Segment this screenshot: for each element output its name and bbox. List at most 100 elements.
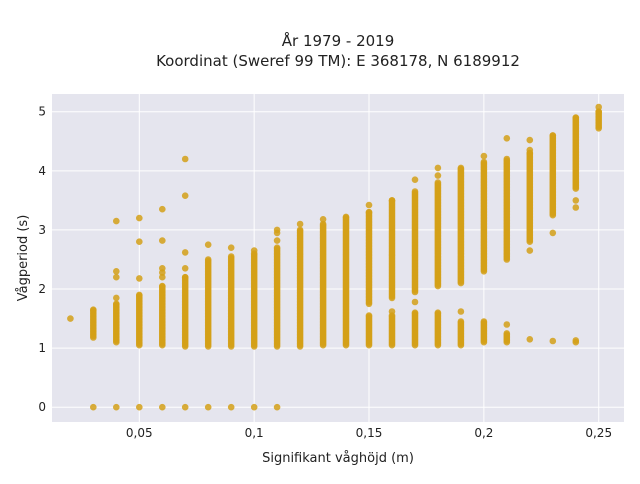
scatter-point [296,220,304,228]
scatter-point [227,403,235,411]
scatter-point [549,337,557,345]
scatter-point [434,164,442,172]
scatter-point [365,208,373,216]
scatter-point [113,273,120,281]
scatter-point [480,158,488,166]
y-tick-label: 0 [38,400,46,414]
scatter-point [572,114,580,121]
scatter-point [434,179,442,186]
scatter-point [572,197,580,204]
scatter-point [250,247,258,254]
scatter-point [434,172,442,179]
y-tick-label: 5 [38,105,46,119]
scatter-point [503,321,511,328]
scatter-point [113,268,120,275]
scatter-point [250,403,258,411]
scatter-point [136,238,143,245]
scatter-point [273,226,281,234]
y-tick-label: 4 [38,164,46,178]
scatter-point [181,273,189,281]
scatter-point [113,403,120,411]
scatter-point [273,403,281,411]
x-tick-label: 0,1 [245,426,264,440]
scatter-point [457,318,465,325]
scatter-point [388,308,396,315]
y-tick-labels: 0 1 2 3 4 5 [38,105,46,414]
scatter-point [204,403,212,411]
scatter-point [503,155,511,163]
scatter-point [159,205,166,213]
scatter-point [503,330,511,337]
scatter-point [411,298,419,306]
scatter-point [136,291,143,299]
scatter-point [595,103,602,111]
scatter-point [181,265,189,272]
scatter-point [457,308,465,315]
scatter-point [365,201,373,209]
scatter-point [113,300,120,308]
scatter-point [159,403,166,411]
scatter-point [90,306,97,314]
scatter-point [204,256,212,263]
x-tick-label: 0,2 [474,426,493,440]
scatter-point [319,216,327,223]
scatter-point [411,309,419,317]
scatter-point [159,282,166,290]
scatter-point [480,152,488,160]
chart-title: År 1979 - 2019 [282,31,395,50]
x-tick-label: 0,15 [356,426,383,440]
scatter-point [595,108,602,115]
scatter-point [319,220,327,228]
scatter-point [227,253,235,260]
scatter-point [526,336,534,343]
scatter-point [227,244,235,251]
scatter-point [526,136,534,144]
scatter-point [572,204,580,211]
scatter-point [296,226,304,234]
y-tick-label: 3 [38,223,46,237]
scatter-point [342,213,350,221]
scatter-point [181,155,189,163]
scatter-point [159,265,166,272]
data-points [67,103,602,411]
scatter-point [526,247,534,254]
scatter-point [549,132,557,139]
scatter-point [181,192,189,199]
scatter-point [159,237,166,244]
scatter-point [181,403,189,411]
y-axis-label: Vågperiod (s) [16,215,31,302]
x-tick-labels: 0,05 0,1 0,15 0,2 0,25 [126,426,612,440]
scatter-point [572,337,580,344]
scatter-point [457,164,465,172]
y-tick-label: 2 [38,282,46,296]
scatter-point [113,294,120,302]
plot-area [52,94,624,422]
scatter-point [136,403,143,411]
scatter-point [136,275,143,282]
y-tick-label: 1 [38,341,46,355]
x-tick-label: 0,25 [585,426,612,440]
scatter-point [549,229,557,237]
x-tick-label: 0,05 [126,426,153,440]
scatter-point [67,315,74,322]
scatter-point [159,273,166,281]
scatter-point [273,244,281,251]
scatter-point [480,318,488,325]
scatter-point [181,249,189,256]
scatter-point [90,403,97,411]
scatter-point [503,135,511,142]
scatter-point [411,176,419,183]
scatter-point [526,146,534,154]
chart-subtitle: Koordinat (Sweref 99 TM): E 368178, N 61… [156,52,520,70]
scatter-point [136,214,143,222]
scatter-point [434,309,442,317]
scatter-point [411,188,419,195]
scatter-point [365,312,373,319]
scatter-point [204,241,212,248]
scatter-point [113,217,120,225]
x-axis-label: Signifikant våghöjd (m) [262,451,414,466]
scatter-point [388,197,396,204]
scatter-point [273,237,281,244]
